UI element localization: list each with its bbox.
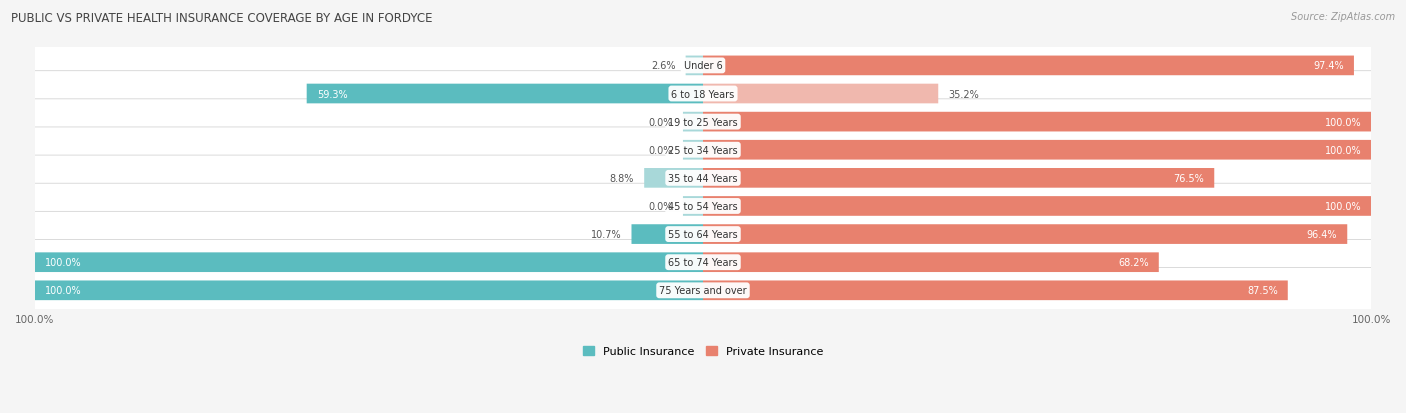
Text: 97.4%: 97.4%: [1313, 61, 1344, 71]
FancyBboxPatch shape: [32, 43, 1374, 89]
Text: 2.6%: 2.6%: [651, 61, 676, 71]
Text: 0.0%: 0.0%: [648, 202, 673, 211]
FancyBboxPatch shape: [703, 140, 1371, 160]
Text: 35.2%: 35.2%: [948, 89, 979, 99]
FancyBboxPatch shape: [32, 184, 1374, 229]
Text: 19 to 25 Years: 19 to 25 Years: [668, 117, 738, 127]
Text: 59.3%: 59.3%: [316, 89, 347, 99]
FancyBboxPatch shape: [32, 212, 1374, 257]
FancyBboxPatch shape: [32, 156, 1374, 201]
Text: 65 to 74 Years: 65 to 74 Years: [668, 258, 738, 268]
Text: 100.0%: 100.0%: [45, 286, 82, 296]
FancyBboxPatch shape: [703, 112, 1371, 132]
Text: 8.8%: 8.8%: [610, 173, 634, 183]
Text: 87.5%: 87.5%: [1247, 286, 1278, 296]
Text: 45 to 54 Years: 45 to 54 Years: [668, 202, 738, 211]
FancyBboxPatch shape: [32, 128, 1374, 173]
FancyBboxPatch shape: [683, 197, 703, 216]
FancyBboxPatch shape: [32, 240, 1374, 285]
FancyBboxPatch shape: [683, 112, 703, 132]
FancyBboxPatch shape: [35, 253, 703, 273]
FancyBboxPatch shape: [703, 225, 1347, 244]
Text: PUBLIC VS PRIVATE HEALTH INSURANCE COVERAGE BY AGE IN FORDYCE: PUBLIC VS PRIVATE HEALTH INSURANCE COVER…: [11, 12, 433, 25]
FancyBboxPatch shape: [32, 100, 1374, 145]
Text: 100.0%: 100.0%: [1324, 145, 1361, 155]
Text: 55 to 64 Years: 55 to 64 Years: [668, 230, 738, 240]
FancyBboxPatch shape: [703, 57, 1354, 76]
Text: 68.2%: 68.2%: [1118, 258, 1149, 268]
Text: 100.0%: 100.0%: [45, 258, 82, 268]
FancyBboxPatch shape: [307, 85, 703, 104]
Text: 0.0%: 0.0%: [648, 145, 673, 155]
FancyBboxPatch shape: [644, 169, 703, 188]
FancyBboxPatch shape: [703, 281, 1288, 300]
FancyBboxPatch shape: [683, 140, 703, 160]
FancyBboxPatch shape: [703, 169, 1215, 188]
Text: 100.0%: 100.0%: [1324, 202, 1361, 211]
Text: 100.0%: 100.0%: [1324, 117, 1361, 127]
Legend: Public Insurance, Private Insurance: Public Insurance, Private Insurance: [579, 342, 827, 361]
Text: 76.5%: 76.5%: [1174, 173, 1204, 183]
FancyBboxPatch shape: [32, 268, 1374, 313]
FancyBboxPatch shape: [35, 281, 703, 300]
Text: 96.4%: 96.4%: [1306, 230, 1337, 240]
FancyBboxPatch shape: [686, 57, 703, 76]
Text: Under 6: Under 6: [683, 61, 723, 71]
FancyBboxPatch shape: [703, 253, 1159, 273]
Text: 35 to 44 Years: 35 to 44 Years: [668, 173, 738, 183]
FancyBboxPatch shape: [703, 197, 1371, 216]
Text: 0.0%: 0.0%: [648, 117, 673, 127]
FancyBboxPatch shape: [32, 71, 1374, 117]
Text: 25 to 34 Years: 25 to 34 Years: [668, 145, 738, 155]
FancyBboxPatch shape: [703, 85, 938, 104]
Text: 75 Years and over: 75 Years and over: [659, 286, 747, 296]
Text: Source: ZipAtlas.com: Source: ZipAtlas.com: [1291, 12, 1395, 22]
Text: 10.7%: 10.7%: [591, 230, 621, 240]
FancyBboxPatch shape: [631, 225, 703, 244]
Text: 6 to 18 Years: 6 to 18 Years: [672, 89, 734, 99]
